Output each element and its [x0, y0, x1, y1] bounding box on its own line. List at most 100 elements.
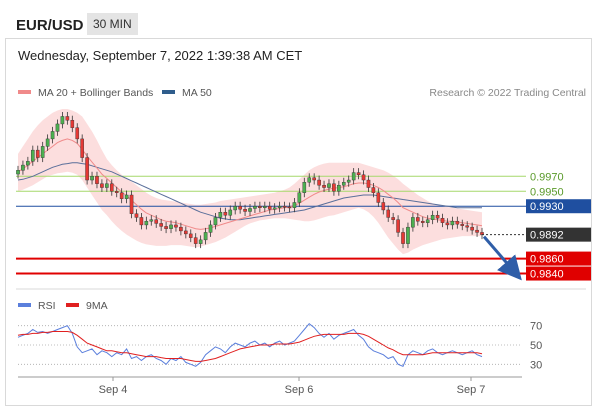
candle	[416, 217, 420, 222]
candle	[465, 225, 469, 228]
candle	[302, 182, 307, 193]
candle	[213, 217, 218, 226]
level-tag	[526, 199, 591, 214]
datetime-label: Wednesday, September 7, 2022 1:39:38 AM …	[18, 48, 303, 63]
candle	[55, 123, 60, 132]
candle	[312, 177, 316, 181]
candle	[248, 208, 252, 212]
candle	[144, 220, 149, 226]
candle	[198, 239, 203, 244]
candle	[420, 220, 425, 223]
credit-label: Research © 2022 Trading Central	[429, 87, 586, 99]
candle	[327, 183, 331, 188]
candle	[169, 224, 173, 229]
candle	[396, 219, 400, 233]
candle	[267, 206, 272, 210]
candle	[475, 229, 479, 233]
candle	[149, 219, 154, 222]
rsi-legend-swatch	[66, 303, 79, 307]
rsi-legend-label: RSI	[38, 300, 56, 312]
candle	[154, 219, 159, 224]
candle	[105, 183, 109, 188]
candle	[95, 176, 99, 184]
candle	[40, 146, 45, 158]
rsi-tick-label: 70	[530, 321, 542, 333]
candle	[134, 213, 139, 218]
candle	[376, 192, 381, 203]
candle	[371, 187, 376, 193]
level-label: 0.9860	[530, 254, 564, 266]
candle	[188, 233, 193, 238]
candle	[21, 164, 25, 171]
candle	[435, 214, 440, 219]
candle	[366, 179, 371, 188]
candle	[460, 223, 465, 226]
x-tick-label: Sep 7	[457, 384, 486, 396]
candle	[114, 191, 119, 193]
candle	[297, 192, 302, 203]
candle	[253, 206, 257, 209]
candle	[65, 116, 70, 121]
candle	[361, 174, 366, 181]
timeframe-badge[interactable]: 30 MIN	[87, 13, 138, 35]
rsi-legend-swatch	[18, 303, 31, 307]
candle	[26, 161, 30, 166]
rsi-tick-label: 50	[530, 340, 542, 352]
candle	[90, 176, 94, 181]
legend-swatch	[162, 90, 175, 94]
last-price-label: 0.9892	[530, 230, 564, 242]
legend-label: MA 20 + Bollinger Bands	[38, 87, 153, 99]
rsi-line	[17, 323, 483, 367]
price-panel: 0.9970 0.9950 0.9930 0.9860 0.9840 0.9892	[16, 109, 591, 281]
candle	[307, 177, 312, 183]
candle	[292, 202, 297, 208]
candle	[203, 232, 208, 241]
candle	[50, 131, 55, 140]
candle	[332, 183, 336, 192]
candle	[109, 183, 114, 192]
level-tag	[526, 266, 591, 281]
bollinger-band	[18, 109, 482, 255]
x-tick-label: Sep 4	[99, 384, 128, 396]
candle	[174, 224, 178, 228]
rsi-tick-label: 30	[530, 359, 542, 371]
candle	[208, 224, 213, 233]
legend-swatch	[18, 90, 31, 94]
candle	[411, 217, 415, 228]
candle	[119, 192, 124, 199]
candle	[218, 212, 223, 218]
candle	[238, 206, 242, 210]
candle	[356, 172, 361, 176]
candle	[184, 230, 188, 235]
x-tick-label: Sep 6	[285, 384, 314, 396]
candle	[100, 183, 104, 188]
candle	[430, 214, 435, 220]
candle	[243, 209, 247, 212]
candle	[322, 185, 326, 188]
candle	[31, 149, 35, 162]
candle	[406, 226, 410, 244]
candle	[386, 209, 391, 218]
candle	[85, 157, 89, 181]
candle	[277, 206, 282, 208]
level-tag	[526, 251, 591, 266]
legend-label: MA 50	[182, 87, 212, 99]
candle	[351, 172, 356, 181]
candle	[75, 127, 80, 140]
candle	[233, 206, 237, 211]
candle	[470, 226, 474, 231]
candle	[425, 219, 430, 223]
candle	[258, 206, 262, 208]
level-label: 0.9840	[530, 269, 564, 281]
candle	[45, 138, 50, 147]
candle	[440, 217, 445, 223]
x-axis: Sep 4 Sep 6 Sep 7	[18, 376, 522, 396]
candle	[282, 206, 287, 208]
candle	[124, 194, 129, 199]
candle	[450, 220, 455, 226]
candle	[337, 185, 341, 192]
candle	[139, 217, 144, 226]
candle	[391, 217, 395, 220]
last-price-tag	[526, 227, 591, 242]
